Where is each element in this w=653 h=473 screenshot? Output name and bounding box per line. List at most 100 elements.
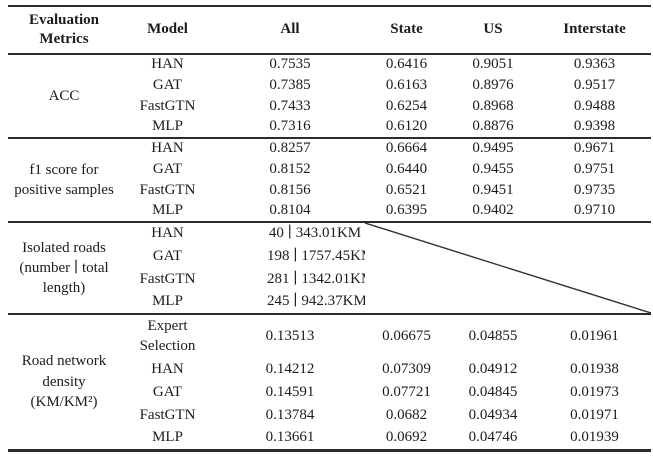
- value-cell: 0.07309: [382, 360, 431, 377]
- not-applicable-diagonal-line: [365, 223, 651, 313]
- value-cell: 0.8152: [269, 160, 311, 177]
- col-header-evaluation-metrics: Evaluation Metrics: [28, 11, 100, 48]
- value-cell: 0.6521: [385, 181, 428, 198]
- value-cell: 0.9488: [573, 97, 616, 114]
- table-header: Evaluation Metrics Model All State US In…: [8, 6, 651, 54]
- value-cell: 0.9751: [573, 160, 616, 177]
- value-cell: 0.9455: [472, 160, 514, 177]
- model-cell: MLP: [152, 293, 183, 310]
- header-row: Evaluation Metrics Model All State US In…: [8, 6, 651, 54]
- model-cell: GAT: [152, 76, 183, 93]
- col-header-state: State: [390, 21, 423, 38]
- model-cell: GAT: [152, 160, 183, 177]
- value-cell: 0.14591: [265, 383, 315, 400]
- model-cell: FastGTN: [139, 406, 196, 423]
- model-cell: HAN: [151, 360, 184, 377]
- value-cell: 0.6395: [385, 202, 428, 219]
- model-cell: MLP: [152, 118, 183, 135]
- value-cell: 0.8876: [472, 118, 514, 135]
- section-f1-score: f1 score for positive samples HAN 0.8257…: [8, 138, 651, 222]
- value-cell: 0.04934: [468, 406, 518, 423]
- paper-table-page: Evaluation Metrics Model All State US In…: [8, 5, 651, 452]
- model-cell: HAN: [151, 225, 184, 242]
- value-cell: 0.7316: [269, 118, 311, 135]
- value-cell: 0.04746: [468, 429, 518, 445]
- metric-label-f1: f1 score for positive samples: [14, 161, 114, 198]
- value-cell: 0.7385: [269, 76, 311, 93]
- model-cell: FastGTN: [139, 97, 196, 114]
- value-cell: 0.6440: [385, 160, 428, 177]
- value-cell: 0.7433: [269, 97, 311, 114]
- value-cell: 0.13513: [265, 327, 315, 344]
- table-row: Road network density (KM/KM²) Expert Sel…: [8, 314, 651, 410]
- value-cell: 0.8257: [269, 140, 311, 157]
- model-cell: HAN: [151, 140, 184, 157]
- model-cell: GAT: [152, 383, 183, 400]
- metric-label-isolated-roads: Isolated roads (number ∣ total length): [19, 239, 109, 297]
- table-row: f1 score for positive samples HAN 0.8257…: [8, 138, 651, 198]
- value-cell: 0.0682: [385, 406, 428, 423]
- table-row: Isolated roads (number ∣ total length) H…: [8, 222, 651, 245]
- table-row: MLP 0.8104 0.6395 0.9402 0.9710: [8, 201, 651, 222]
- value-cell: 0.6120: [385, 118, 428, 135]
- value-cell: 0.01971: [570, 406, 619, 423]
- table-row: GAT 0.8152 0.6440 0.9455 0.9751: [8, 159, 651, 180]
- value-cell: 0.6416: [385, 56, 428, 73]
- value-cell: 0.9402: [472, 202, 514, 219]
- evaluation-results-table: Evaluation Metrics Model All State US In…: [8, 5, 651, 452]
- model-cell: MLP: [152, 202, 183, 219]
- value-cell: 0.9051: [472, 56, 514, 73]
- value-cell: 0.01939: [570, 429, 619, 445]
- value-cell: 0.9398: [573, 118, 616, 135]
- col-header-interstate: Interstate: [563, 21, 626, 38]
- value-cell: 0.8976: [472, 76, 514, 93]
- value-cell: 0.8104: [269, 202, 311, 219]
- value-cell: 0.07721: [382, 383, 431, 400]
- value-cell: 0.6163: [385, 76, 428, 93]
- value-cell: 198 ∣ 1757.45KM: [267, 247, 365, 264]
- model-cell: MLP: [152, 429, 183, 445]
- model-cell: Expert Selection: [139, 318, 196, 354]
- value-cell: 0.9735: [573, 181, 616, 198]
- table-row: FastGTN 0.7433 0.6254 0.8968 0.9488: [8, 96, 651, 117]
- value-cell: 0.06675: [382, 327, 431, 344]
- value-cell: 0.9363: [573, 56, 616, 73]
- value-cell: 0.13784: [265, 406, 315, 423]
- value-cell: 0.9671: [573, 140, 616, 157]
- value-cell: 0.9451: [472, 181, 514, 198]
- value-cell: 0.04912: [468, 360, 518, 377]
- value-cell: 0.8968: [472, 97, 514, 114]
- table-row: MLP 0.7316 0.6120 0.8876 0.9398: [8, 117, 651, 138]
- value-cell: 0.9710: [573, 202, 616, 219]
- value-cell: 0.7535: [269, 56, 311, 73]
- value-cell: 0.04845: [468, 383, 518, 400]
- model-cell: GAT: [152, 247, 183, 264]
- value-cell: 0.9517: [573, 76, 616, 93]
- col-header-model: Model: [147, 21, 188, 38]
- table-row: ACC HAN 0.7535 0.6416 0.9051 0.9363: [8, 54, 651, 104]
- table-row: MLP 0.13661 0.0692 0.04746 0.01939: [8, 427, 651, 450]
- table-row: FastGTN 281 ∣ 1342.01KM: [8, 268, 651, 291]
- col-header-us: US: [483, 21, 503, 38]
- not-applicable-cell: [365, 222, 651, 314]
- section-road-network-density: Road network density (KM/KM²) Expert Sel…: [8, 314, 651, 450]
- col-header-all: All: [280, 21, 300, 38]
- value-cell: 0.01938: [570, 360, 619, 377]
- table-row: FastGTN 0.8156 0.6521 0.9451 0.9735: [8, 180, 651, 201]
- value-cell: 245 ∣ 942.37KM: [267, 293, 365, 310]
- table-row: GAT 198 ∣ 1757.45KM: [8, 245, 651, 268]
- value-cell: 281 ∣ 1342.01KM: [267, 270, 365, 287]
- value-cell: 0.6664: [385, 140, 428, 157]
- value-cell: 0.01973: [570, 383, 619, 400]
- model-cell: FastGTN: [139, 181, 196, 198]
- model-cell: FastGTN: [139, 270, 196, 287]
- value-cell: 0.9495: [472, 140, 514, 157]
- value-cell: 0.04855: [468, 327, 518, 344]
- table-row: MLP 245 ∣ 942.37KM: [8, 291, 651, 314]
- section-isolated-roads: Isolated roads (number ∣ total length) H…: [8, 222, 651, 314]
- table-row: GAT 0.14591 0.07721 0.04845 0.01973: [8, 381, 651, 404]
- metric-label-acc: ACC: [48, 87, 80, 104]
- model-cell: HAN: [151, 56, 184, 73]
- value-cell: 0.8156: [269, 181, 311, 198]
- value-cell: 0.14212: [265, 360, 315, 377]
